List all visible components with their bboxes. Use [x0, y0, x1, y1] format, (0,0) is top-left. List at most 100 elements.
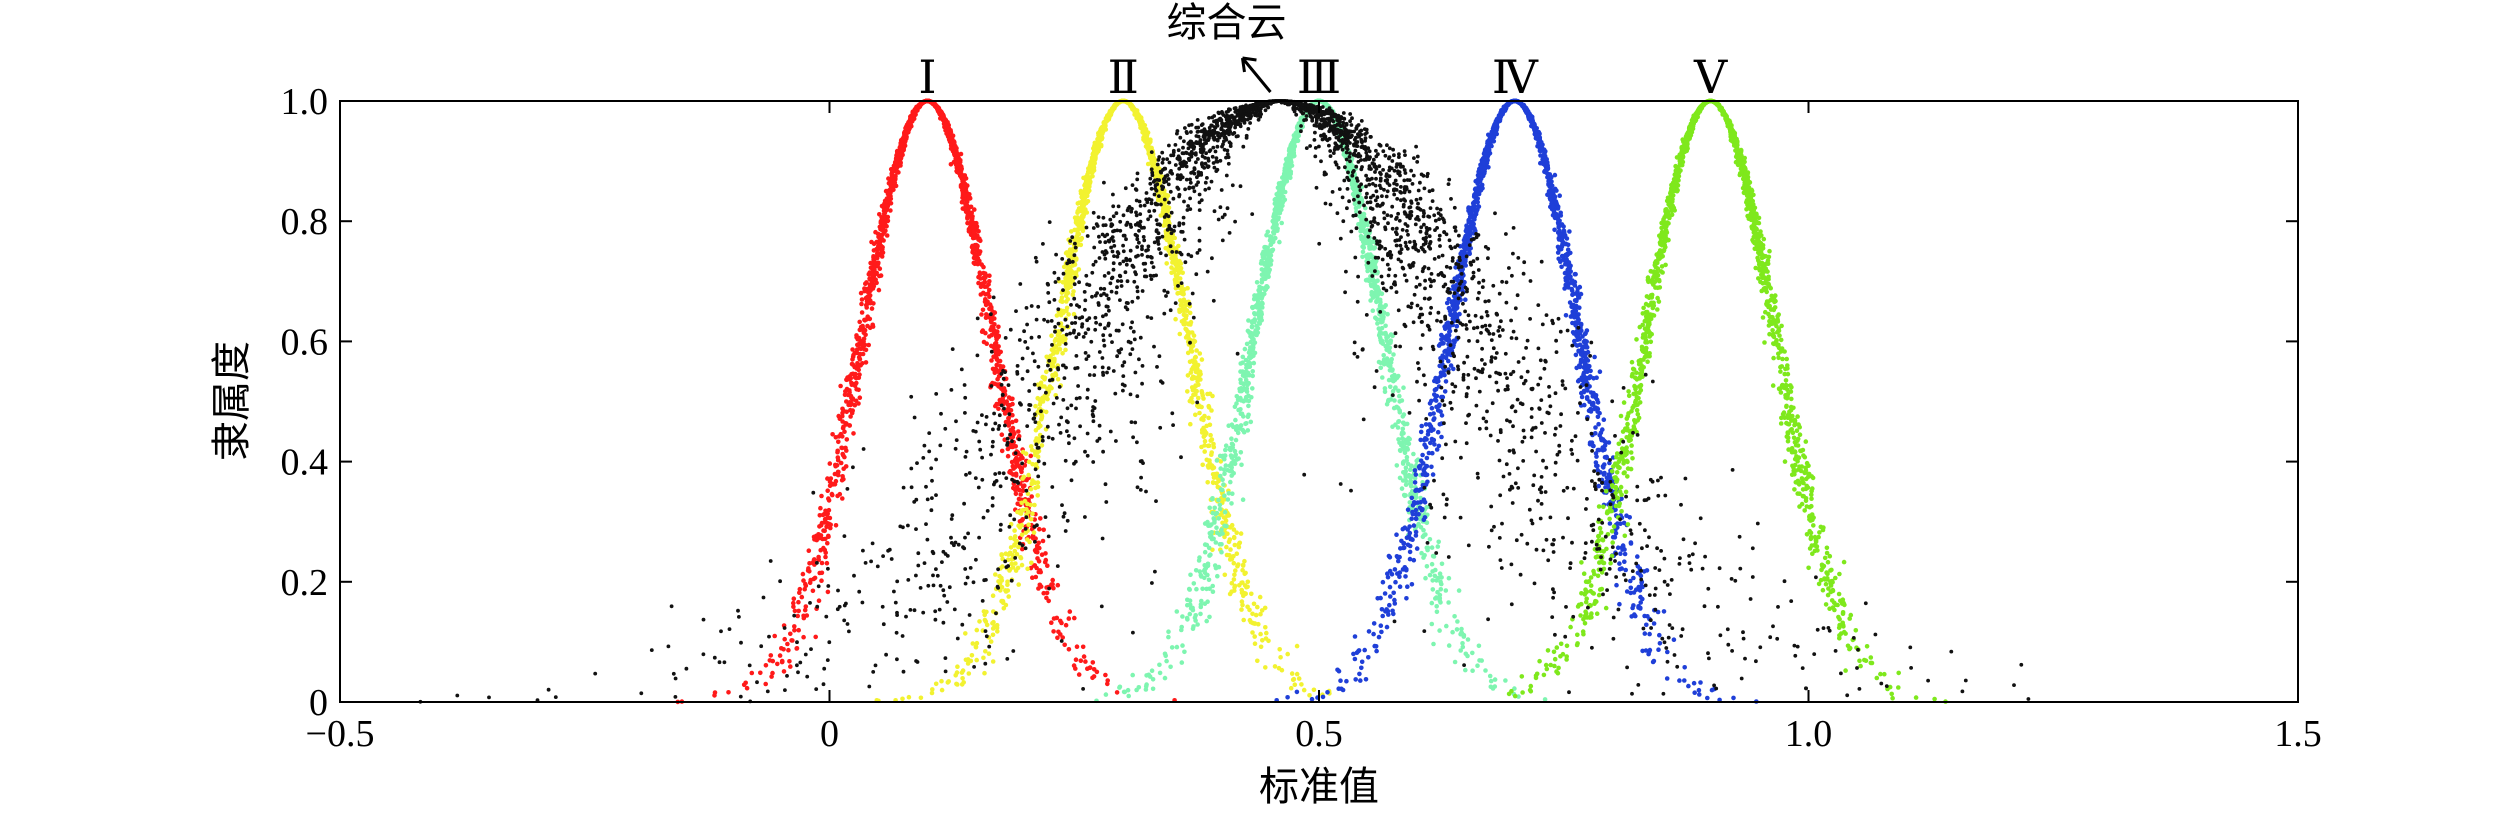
cloud-drop: [1190, 343, 1196, 349]
cloud-drop: [1488, 684, 1494, 690]
cloud-drop: [1255, 301, 1260, 307]
cloud-drop: [1090, 164, 1096, 169]
cloud-drop: [1455, 619, 1460, 624]
cloud-drop: [1212, 518, 1217, 523]
cloud-drop: [1125, 687, 1131, 693]
cloud-drop: [1238, 380, 1244, 386]
cloud-drop: [1203, 432, 1208, 438]
cloud-drop: [1222, 523, 1227, 529]
cloud-drop: [1226, 539, 1232, 545]
cloud-drop: [1001, 386, 1007, 391]
cloud-drop: [827, 483, 833, 489]
cloud-drop: [912, 107, 918, 113]
cloud-drop: [1010, 425, 1016, 431]
cloud-drop: [770, 670, 775, 676]
cloud-drop: [1180, 614, 1185, 619]
cloud-drop: [1262, 605, 1268, 611]
cloud-drop: [1215, 573, 1220, 579]
cloud-drop: [791, 596, 797, 601]
cloud-drop: [939, 687, 945, 693]
cloud-drop: [839, 477, 845, 483]
cloud-drop: [1058, 618, 1063, 624]
cloud-drop: [1050, 582, 1055, 587]
cloud-drop: [791, 604, 796, 609]
cloud-drop: [1049, 620, 1054, 625]
cloud-drop: [795, 613, 800, 619]
cloud-drop: [800, 571, 806, 577]
cloud-drop: [818, 547, 823, 553]
cloud-drop: [792, 628, 797, 633]
cloud-drop: [1388, 340, 1393, 346]
cloud-drop: [994, 401, 999, 407]
cloud-drop: [1209, 452, 1214, 458]
cloud-drop: [847, 377, 852, 382]
cloud-drop: [838, 431, 844, 437]
cloud-drop: [1200, 462, 1205, 468]
cloud-drop: [1063, 293, 1069, 299]
cloud-drop: [807, 561, 812, 566]
cloud-drop: [989, 358, 994, 363]
cloud-drop: [1183, 316, 1189, 321]
cloud-drop: [1429, 600, 1435, 606]
cloud-drop: [974, 256, 979, 262]
cloud-drop: [1060, 635, 1065, 640]
cloud-drop: [1206, 415, 1211, 421]
cloud-drop: [1232, 572, 1237, 578]
cloud-drop: [1020, 476, 1025, 481]
cloud-drop: [962, 193, 967, 198]
cloud-drop: [1033, 574, 1039, 580]
cloud-drop: [932, 102, 938, 108]
cloud-drop: [990, 593, 996, 598]
cloud-drop: [1175, 290, 1181, 296]
cloud-drop: [1199, 444, 1204, 450]
cloud-drop: [858, 290, 864, 296]
cloud-drop: [1102, 120, 1107, 126]
cloud-drop: [1446, 643, 1452, 648]
cloud-drop: [1285, 651, 1290, 657]
cloud-drop: [1452, 659, 1458, 665]
cloud-drop: [1238, 531, 1244, 536]
cloud-drop: [1234, 530, 1239, 535]
cloud-drop: [763, 681, 768, 687]
cloud-drop: [1194, 348, 1199, 353]
cloud-drop: [1214, 525, 1219, 530]
cloud-drop: [992, 344, 998, 350]
cloud-drop: [763, 663, 769, 668]
cloud-drop: [937, 109, 942, 115]
cloud-drop: [1003, 551, 1009, 556]
cloud-drop: [835, 493, 840, 499]
cloud-drop: [1032, 548, 1038, 553]
cloud-drop: [749, 670, 755, 676]
cloud-drop: [1438, 587, 1444, 592]
cloud-drop: [1018, 555, 1024, 561]
cloud-drop: [857, 395, 863, 401]
cloud-drop: [1249, 324, 1255, 330]
cloud-drop: [1252, 634, 1257, 639]
cloud-drop: [823, 550, 828, 555]
cloud-drop: [816, 598, 822, 603]
cloud-drop: [1431, 641, 1436, 647]
cloud-drop: [863, 347, 869, 353]
cloud-drop: [712, 690, 718, 695]
cloud-drop: [1166, 205, 1172, 211]
cloud-drop: [1388, 384, 1393, 390]
cloud-drop: [1204, 457, 1210, 463]
cloud-drop: [1003, 588, 1008, 593]
cloud-drop: [777, 653, 783, 658]
cloud-drop: [796, 599, 801, 605]
cloud-drop: [1024, 507, 1029, 512]
cloud-drop: [992, 316, 997, 321]
cloud-drop: [1013, 471, 1019, 477]
cloud-drop: [1234, 551, 1240, 556]
cloud-drop: [984, 300, 989, 305]
cloud-drop: [1483, 668, 1488, 673]
cloud-drop: [833, 523, 839, 528]
cloud-drop: [1016, 429, 1021, 434]
cloud-drop: [791, 600, 796, 606]
cloud-drop: [1437, 628, 1442, 633]
cloud-drop: [1053, 371, 1058, 376]
cloud-drop: [1229, 589, 1234, 594]
cloud-drop: [1185, 350, 1191, 356]
cloud-drop: [1025, 537, 1030, 542]
cloud-drop: [905, 129, 910, 134]
